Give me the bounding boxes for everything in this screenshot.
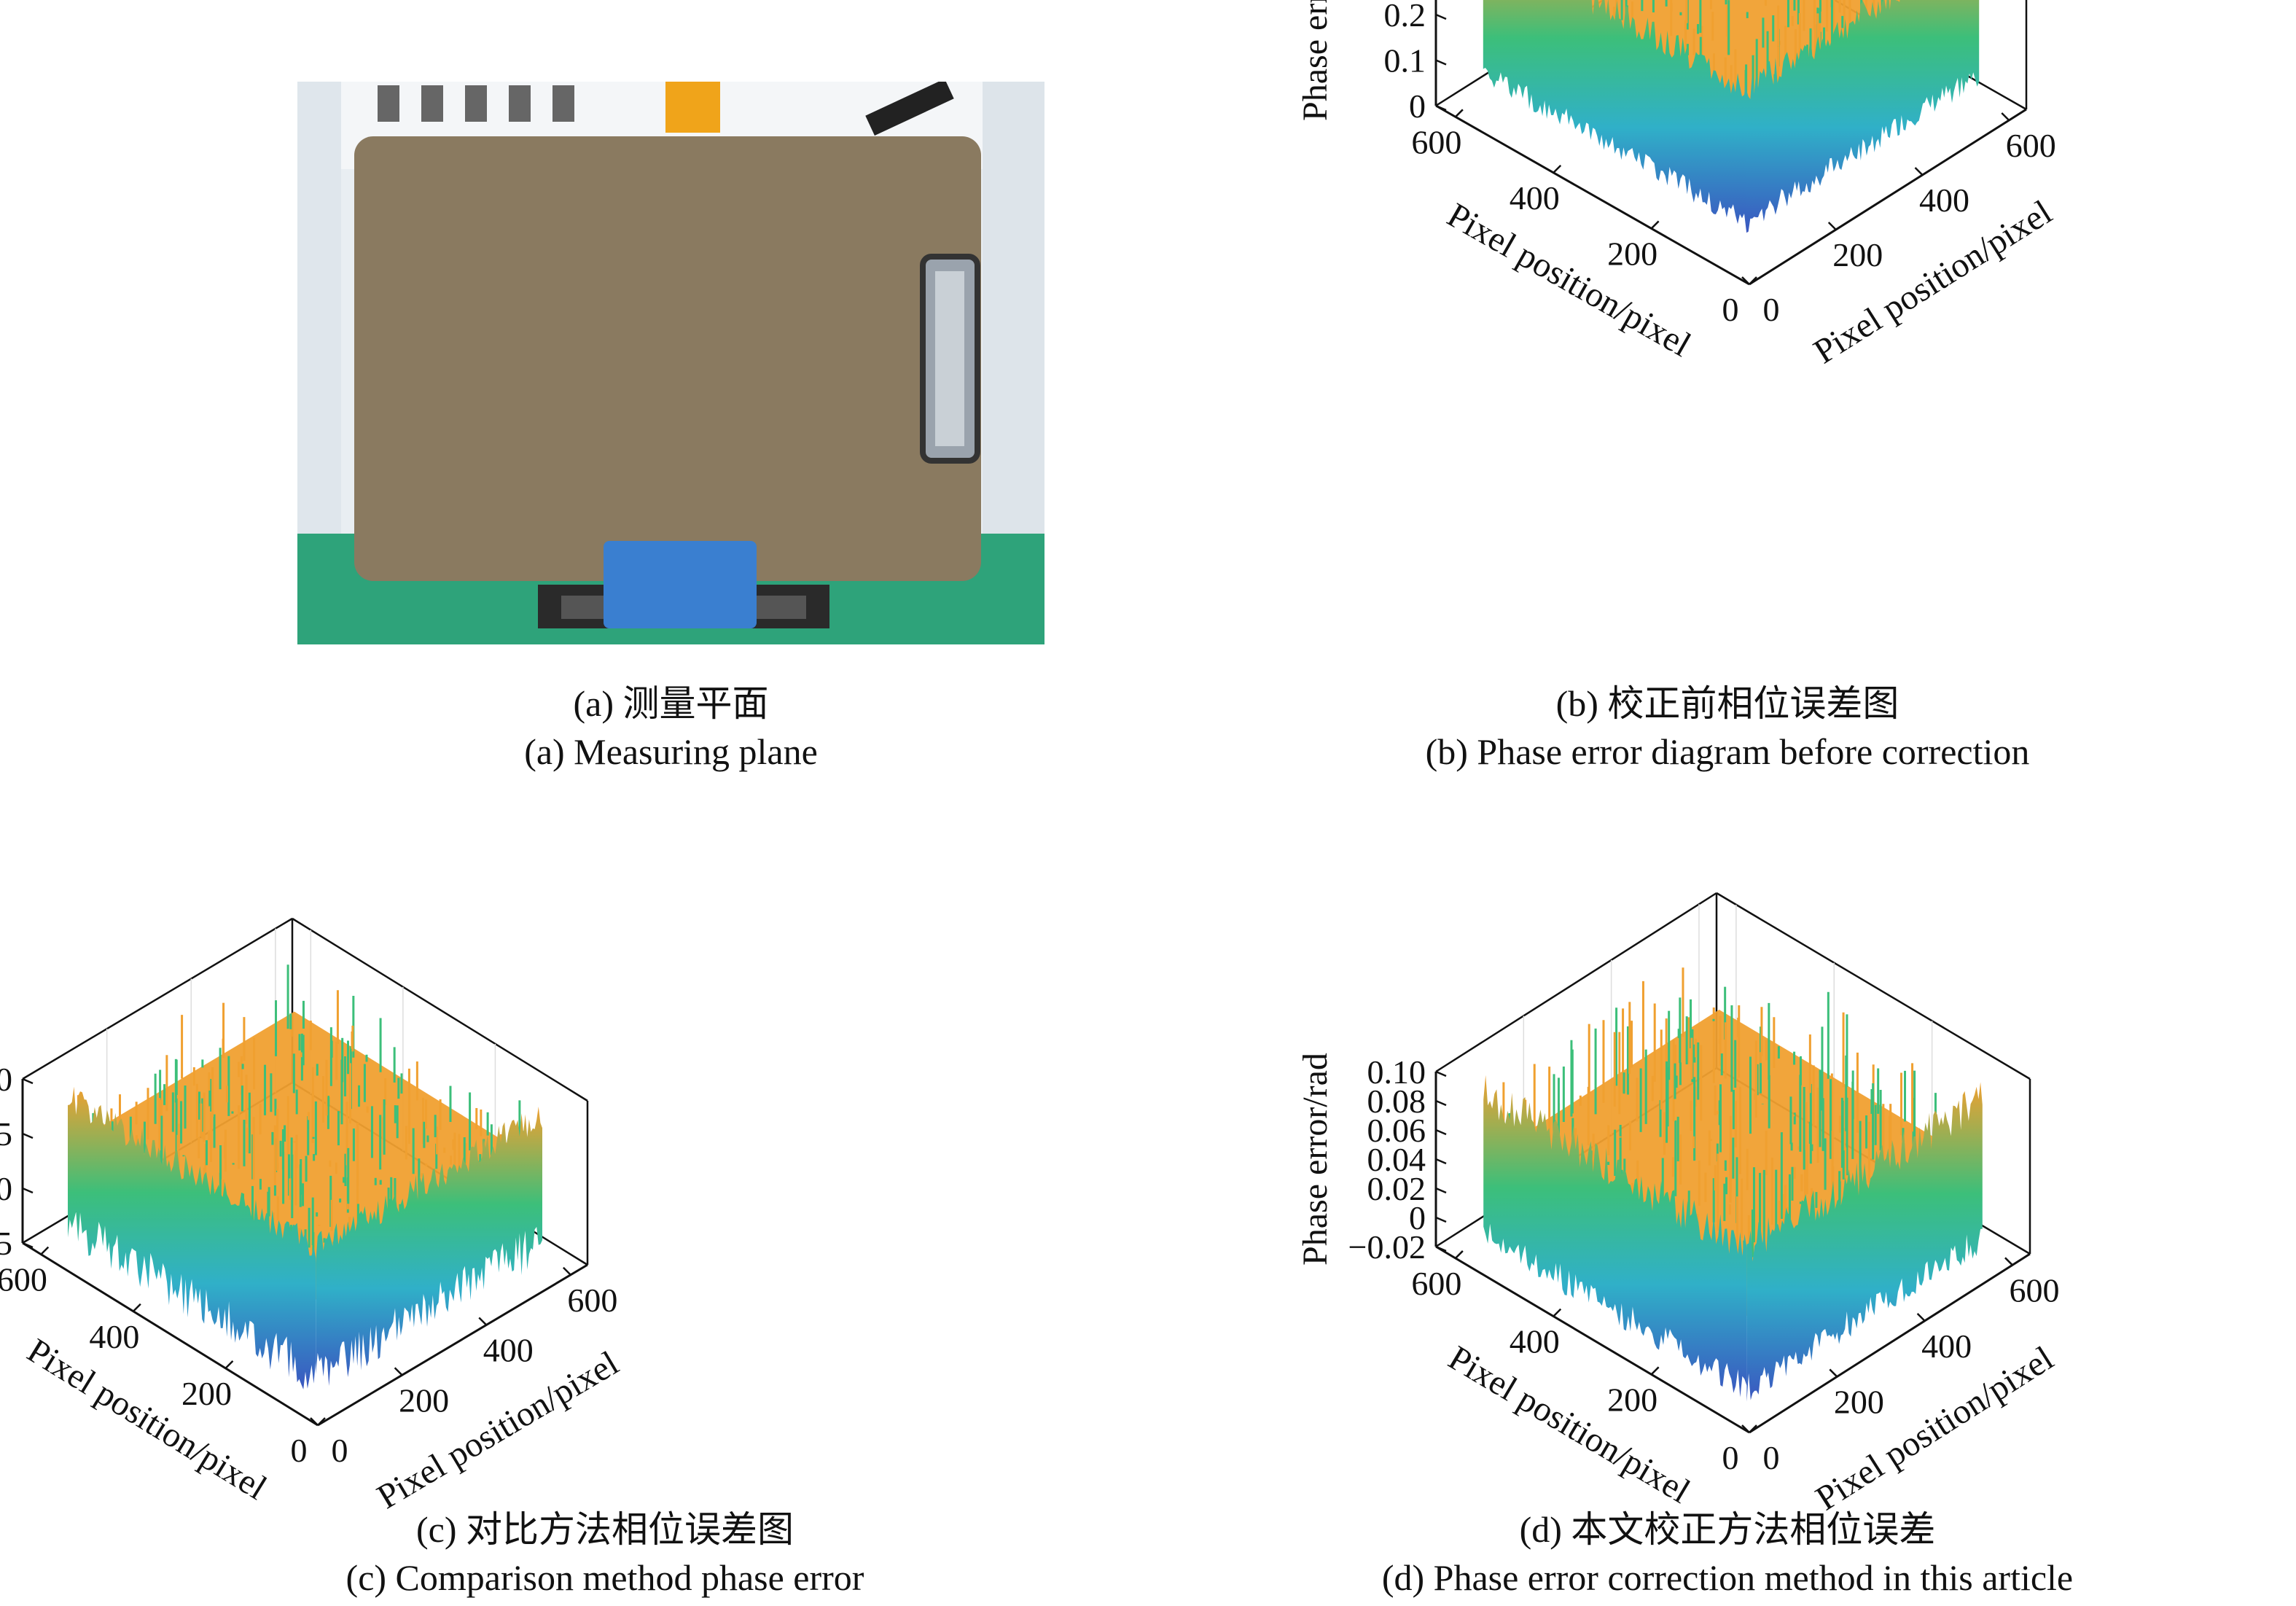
y-tick-label: 600 — [2009, 1271, 2059, 1309]
y-axis-label: Pixel position/pixel — [371, 1344, 625, 1516]
x-tick-label: 400 — [1510, 1323, 1560, 1360]
caption-b-cn: (b) 校正前相位误差图 — [1555, 683, 1899, 724]
error-surface — [68, 964, 542, 1389]
y-tick-label: 0 — [332, 1432, 348, 1469]
y-tick-label: 400 — [483, 1332, 534, 1369]
z-tick-label: −0.05 — [0, 1115, 12, 1153]
x-ticks: 0 200 400 600 — [0, 1246, 326, 1469]
surface-right-face — [1746, 1082, 1983, 1402]
front-axes — [21, 1079, 588, 1427]
y-tick-label: 600 — [2006, 127, 2056, 164]
z-tick-label: 0 — [1409, 1199, 1426, 1236]
x-tick-label: 600 — [0, 1261, 47, 1298]
x-axis-label: Pixel position/pixel — [20, 1331, 273, 1508]
surface-left-face — [1483, 0, 1746, 232]
y-tick-label: 200 — [399, 1381, 449, 1419]
z-ticks: −0.15 −0.10 −0.05 0 — [0, 1061, 34, 1262]
clipboard-board — [354, 136, 981, 581]
x-tick-label: 200 — [1607, 1381, 1657, 1418]
z-tick-label: 0.02 — [1367, 1170, 1426, 1207]
y-tick-label: 600 — [567, 1282, 617, 1319]
blue-block — [604, 541, 757, 628]
y-ticks: 0 200 400 600 — [310, 1266, 617, 1469]
y-ticks: 0 200 400 600 — [1741, 1257, 2059, 1476]
caption-c-en: (c) Comparison method phase error — [345, 1557, 864, 1598]
z-tick-label: 0.10 — [1367, 1053, 1426, 1091]
caption-a-en: (a) Measuring plane — [524, 731, 818, 772]
caption-b-en: (b) Phase error diagram before correctio… — [1425, 731, 2030, 772]
z-ticks: 00.10.20.30.4 — [1384, 0, 1447, 125]
caption-d-en: (d) Phase error correction method in thi… — [1381, 1557, 2074, 1598]
x-tick-label: 400 — [1510, 179, 1560, 217]
y-tick-label: 400 — [1919, 182, 1969, 219]
surface-right-face — [1746, 0, 1980, 233]
measuring-plane-photo — [297, 82, 1044, 644]
y-tick-label: 200 — [1832, 236, 1883, 273]
z-tick-label: 0 — [0, 1061, 12, 1098]
y-tick-label: 0 — [1763, 291, 1780, 328]
x-tick-label: 600 — [1411, 123, 1461, 160]
x-ticks: 0 200 400 600 — [1411, 1250, 1757, 1476]
photo-illustration — [297, 82, 1044, 644]
chart-d-svg: −0.0200.020.040.060.080.1002004006000200… — [1296, 892, 2061, 1518]
y-tick-label: 400 — [1921, 1328, 1972, 1365]
error-surface — [1483, 967, 1983, 1402]
chart-c-svg: −0.15−0.10−0.05002004006000200400600Phas… — [0, 917, 625, 1516]
x-ticks: 0 200 400 600 — [1411, 109, 1757, 328]
surface-left-face — [68, 1086, 316, 1389]
x-tick-label: 0 — [291, 1432, 308, 1469]
orange-object — [665, 82, 720, 133]
z-tick-label: 0.08 — [1367, 1083, 1426, 1120]
caption-d-cn: (d) 本文校正方法相位误差 — [1519, 1509, 1936, 1550]
z-tick-label: −0.15 — [0, 1225, 12, 1262]
z-axis-label: Phase error/rad — [1296, 0, 1335, 121]
surface-right-face — [316, 1107, 542, 1387]
x-tick-label: 0 — [1722, 291, 1739, 328]
x-axis-label: Pixel position/pixel — [1441, 195, 1698, 365]
x-tick-label: 200 — [1607, 235, 1657, 272]
y-axis-label: Pixel position/pixel — [1809, 1338, 2061, 1518]
x-tick-label: 400 — [89, 1318, 139, 1355]
y-tick-label: 0 — [1763, 1439, 1780, 1476]
y-axis-label: Pixel position/pixel — [1807, 192, 2058, 371]
caption-a-cn: (a) 测量平面 — [573, 683, 769, 724]
z-tick-label: −0.02 — [1348, 1228, 1426, 1266]
y-ticks: 0 200 400 600 — [1741, 112, 2056, 328]
x-axis-label: Pixel position/pixel — [1442, 1338, 1696, 1511]
x-tick-label: 600 — [1411, 1265, 1461, 1302]
surface-left-face — [1483, 1075, 1747, 1398]
chart-panel-c: −0.15−0.10−0.05002004006000200400600Phas… — [0, 809, 1137, 1538]
z-tick-label: 0.1 — [1384, 42, 1426, 79]
z-tick-label: 0.04 — [1367, 1141, 1426, 1178]
x-tick-label: 0 — [1722, 1439, 1739, 1476]
chart-panel-d: −0.02 0 0.02 0.04 0.06 0.08 0.10 0 200 400 600 0 200… — [1137, 809, 2296, 1538]
y-tick-label: 200 — [1834, 1383, 1884, 1420]
z-tick-label: 0.06 — [1367, 1112, 1426, 1149]
chart-panel-b: 00.10.20.30.402004006000200400600Phase e… — [1137, 0, 2296, 795]
x-tick-label: 200 — [181, 1375, 232, 1412]
z-tick-label: −0.10 — [0, 1170, 12, 1207]
z-tick-label: 0.2 — [1384, 0, 1426, 34]
chart-b-svg: 00.10.20.30.402004006000200400600Phase e… — [1296, 0, 2058, 371]
caption-c-cn: (c) 对比方法相位误差图 — [416, 1509, 794, 1550]
error-surface — [1483, 0, 1980, 233]
z-axis-label: Phase error/rad — [1296, 1053, 1335, 1266]
z-tick-label: 0 — [1409, 87, 1426, 125]
